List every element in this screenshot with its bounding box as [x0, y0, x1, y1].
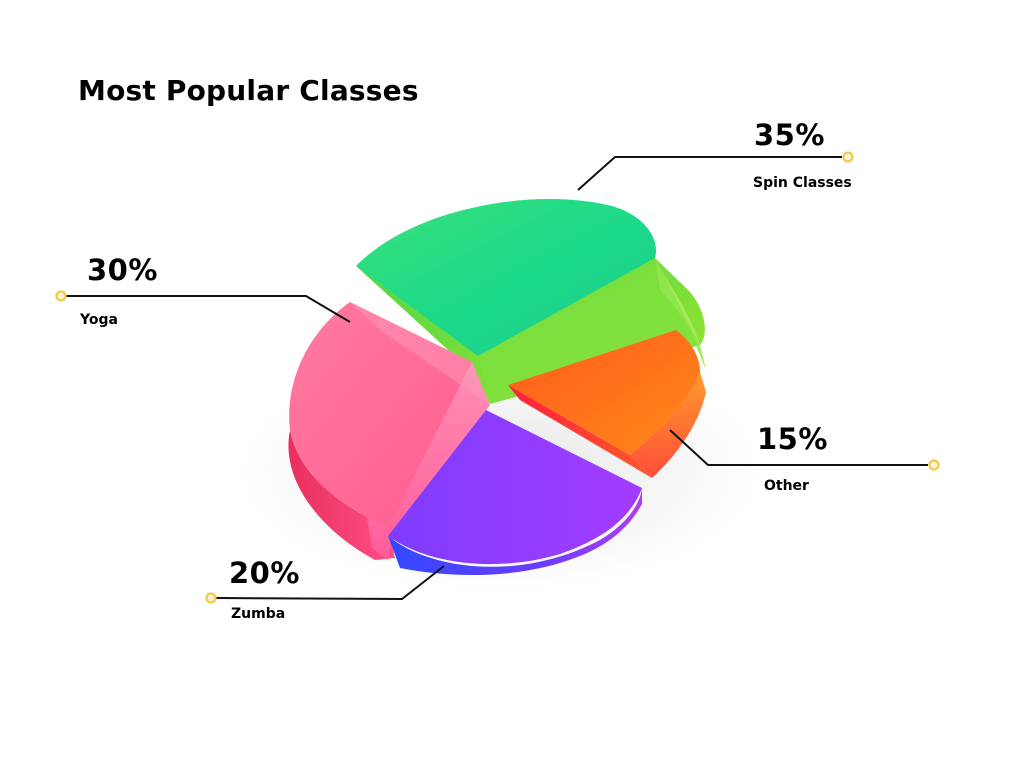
value-label-zumba: 20% [229, 556, 300, 590]
leader-line-zumba [215, 565, 445, 601]
pie-slice-other [508, 330, 706, 478]
marker-dot-zumba [205, 592, 217, 604]
marker-dot-other [928, 459, 940, 471]
leader-line-spin-classes [577, 156, 842, 191]
pie-slice-zumba [388, 410, 642, 576]
value-label-spin-classes: 35% [754, 118, 825, 152]
chart-title: Most Popular Classes [78, 74, 419, 107]
value-label-other: 15% [757, 422, 828, 456]
category-label-spin-classes: Spin Classes [753, 175, 852, 191]
category-label-other: Other [764, 478, 809, 494]
value-label-yoga: 30% [87, 253, 158, 287]
category-label-zumba: Zumba [231, 606, 286, 622]
category-label-yoga: Yoga [80, 312, 118, 328]
marker-dot-spin-classes [842, 151, 854, 163]
leader-line-other [669, 429, 928, 466]
leader-markers [55, 151, 940, 604]
leader-line-yoga [66, 295, 351, 323]
marker-dot-yoga [55, 290, 67, 302]
pie-slice-yoga [288, 302, 490, 560]
leader-lines [66, 156, 928, 601]
